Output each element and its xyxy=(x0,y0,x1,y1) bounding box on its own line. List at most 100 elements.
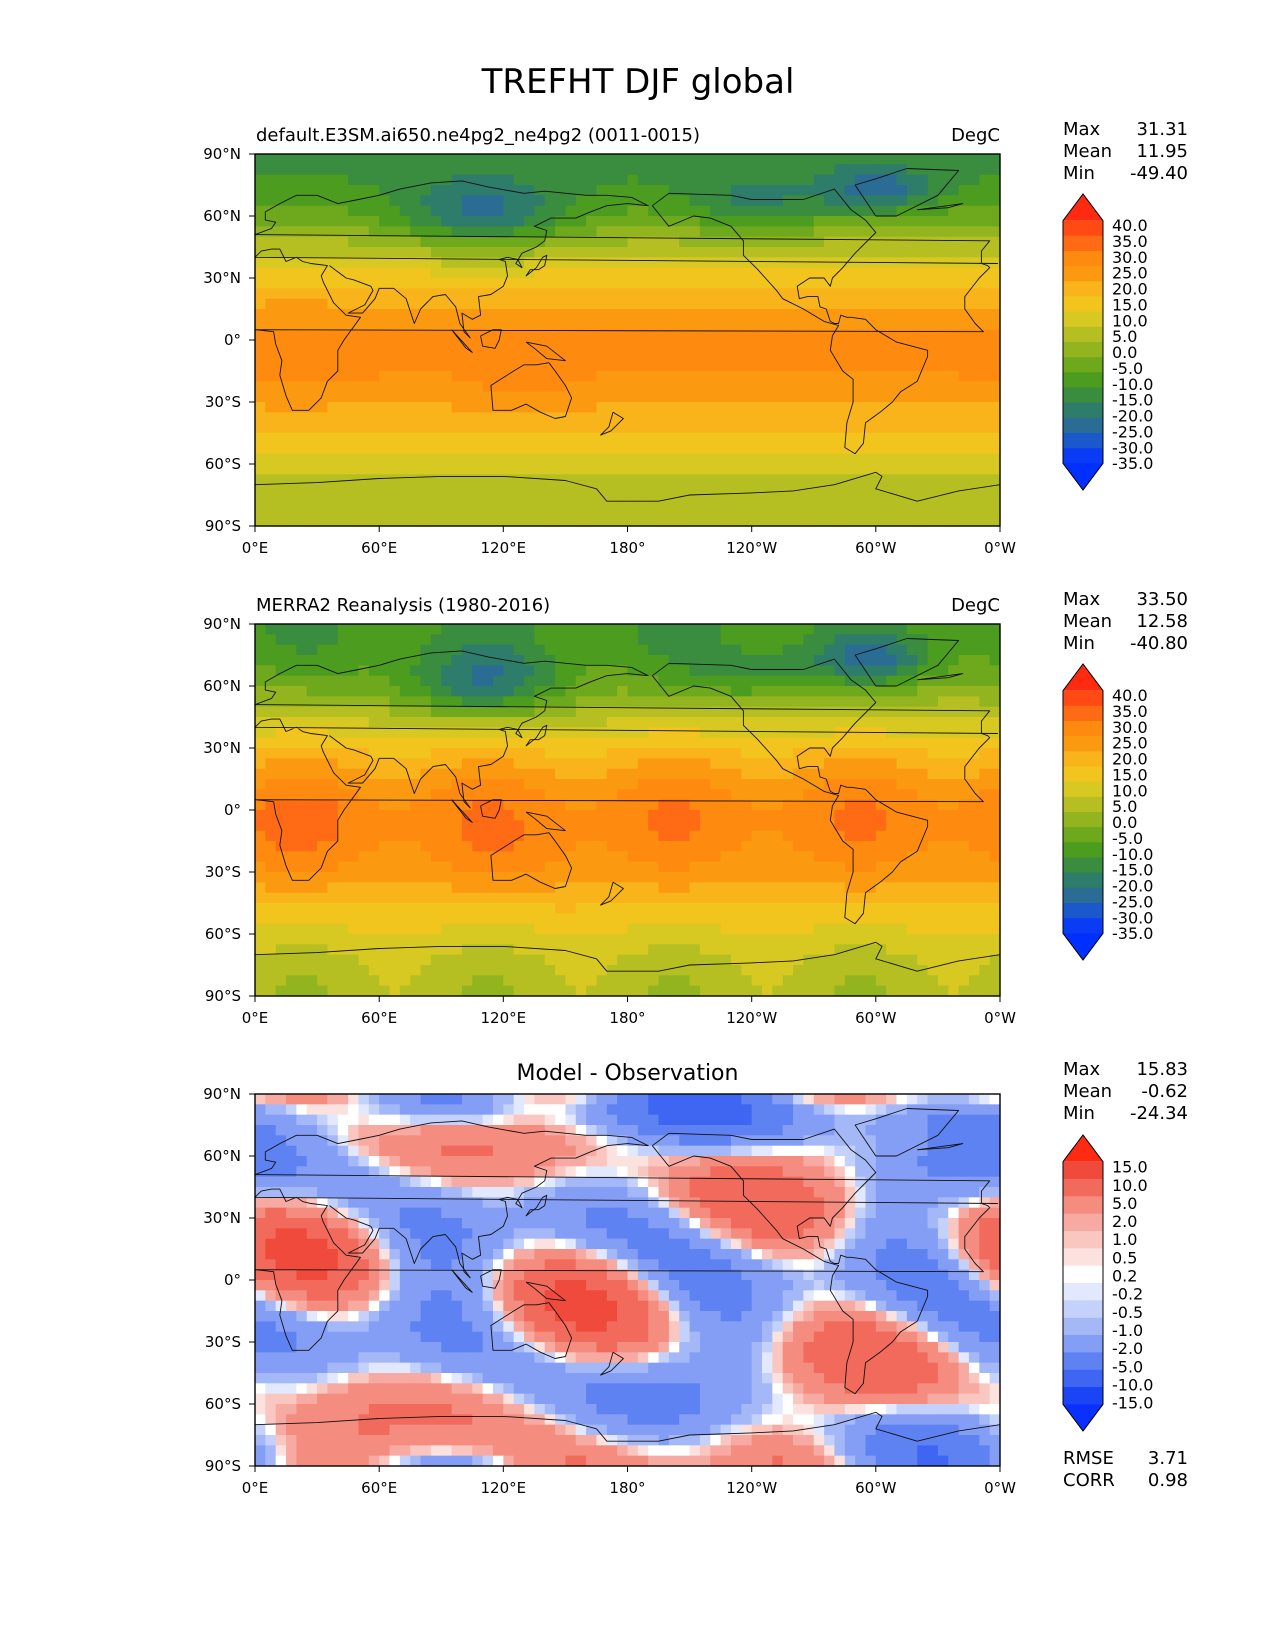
field-cell xyxy=(710,288,722,300)
field-cell xyxy=(896,624,908,635)
field-cell xyxy=(565,799,577,811)
field-cell xyxy=(317,830,329,842)
field-cell xyxy=(896,464,908,475)
field-cell xyxy=(472,872,484,883)
field-cell xyxy=(813,892,825,904)
field-cell xyxy=(534,624,546,635)
field-cell xyxy=(513,923,525,935)
field-cell xyxy=(699,381,711,393)
field-cell xyxy=(730,820,742,832)
field-cell xyxy=(751,174,763,186)
field-cell xyxy=(617,675,629,687)
field-cell xyxy=(575,717,587,728)
field-cell xyxy=(917,422,929,434)
field-cell xyxy=(710,861,722,873)
field-cell xyxy=(834,236,846,248)
field-cell xyxy=(917,861,929,873)
field-cell xyxy=(834,329,846,341)
field-cell xyxy=(348,727,360,739)
field-cell xyxy=(306,882,318,894)
field-cell xyxy=(275,851,287,863)
field-cell xyxy=(917,205,929,217)
field-cell xyxy=(689,624,701,635)
y-tick-label: 60°S xyxy=(205,455,241,473)
field-cell xyxy=(461,226,473,238)
field-cell xyxy=(968,851,980,863)
field-cell xyxy=(989,789,1000,801)
field-cell xyxy=(617,810,629,821)
field-cell xyxy=(296,329,308,341)
field-cell xyxy=(296,402,308,413)
field-cell xyxy=(668,624,680,635)
field-cell xyxy=(327,381,339,393)
field-cell xyxy=(948,205,960,217)
field-cell xyxy=(503,433,515,444)
field-cell xyxy=(565,903,577,914)
field-cell xyxy=(286,453,297,465)
field-cell xyxy=(358,624,370,635)
field-cell xyxy=(793,257,805,269)
field-cell xyxy=(482,768,494,780)
field-cell xyxy=(948,944,960,956)
field-cell xyxy=(255,443,266,455)
field-cell xyxy=(596,944,608,956)
field-cell xyxy=(617,433,629,444)
field-cell xyxy=(762,464,773,475)
field-cell xyxy=(989,236,1000,248)
field-cell xyxy=(741,727,753,739)
field-cell xyxy=(255,810,266,821)
field-cell xyxy=(534,830,546,842)
field-cell xyxy=(834,402,846,413)
field-cell xyxy=(358,872,370,883)
field-cell xyxy=(917,717,929,728)
field-cell xyxy=(979,872,991,883)
field-cell xyxy=(948,655,960,666)
field-cell xyxy=(596,247,608,258)
field-cell xyxy=(824,799,836,811)
field-cell xyxy=(451,226,463,238)
field-cell xyxy=(565,644,577,656)
field-cell xyxy=(679,768,691,780)
field-cell xyxy=(844,675,856,687)
colorbar-label: 5.0 xyxy=(1112,327,1137,346)
field-cell xyxy=(482,309,494,320)
field-cell xyxy=(762,381,773,393)
field-cell xyxy=(896,717,908,728)
field-cell xyxy=(855,360,867,372)
field-cell xyxy=(513,319,525,331)
field-cell xyxy=(772,799,784,811)
field-cell xyxy=(855,665,867,677)
field-cell xyxy=(699,644,711,656)
field-cell xyxy=(255,174,266,186)
field-cell xyxy=(741,422,753,434)
field-cell xyxy=(441,195,453,207)
field-cell xyxy=(710,675,722,687)
field-cell xyxy=(844,799,856,811)
field-cell xyxy=(844,495,856,506)
field-cell xyxy=(689,288,701,300)
field-cell xyxy=(689,464,701,475)
field-cell xyxy=(948,515,960,526)
field-cell xyxy=(410,892,422,904)
field-cell xyxy=(317,841,329,852)
field-cell xyxy=(679,758,691,770)
field-cell xyxy=(648,655,660,666)
field-cell xyxy=(668,717,680,728)
field-cell xyxy=(627,484,639,496)
field-cell xyxy=(482,851,494,863)
field-cell xyxy=(917,185,929,196)
field-cell xyxy=(627,154,639,165)
field-cell xyxy=(772,319,784,331)
field-cell xyxy=(989,371,1000,382)
field-cell xyxy=(658,634,670,646)
field-cell xyxy=(286,748,297,759)
field-cell xyxy=(255,412,266,424)
field-cell xyxy=(327,644,339,656)
field-cell xyxy=(679,717,691,728)
field-cell xyxy=(689,433,701,444)
field-cell xyxy=(368,495,380,506)
field-cell xyxy=(772,892,784,904)
field-cell xyxy=(813,464,825,475)
field-cell xyxy=(689,872,701,883)
field-cell xyxy=(358,892,370,904)
